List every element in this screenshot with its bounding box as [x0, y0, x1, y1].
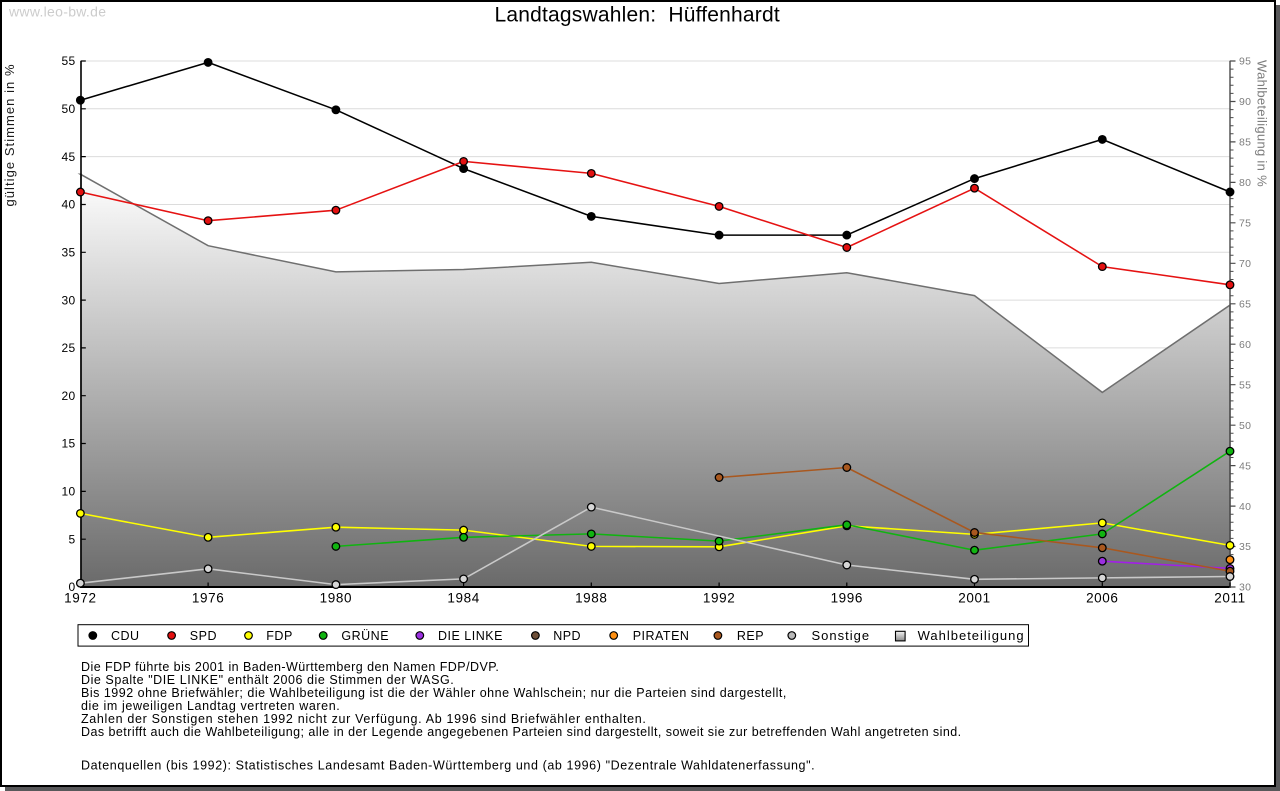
svg-text:SPD: SPD: [190, 629, 217, 643]
svg-text:75: 75: [1239, 218, 1251, 230]
svg-text:PIRATEN: PIRATEN: [633, 629, 690, 643]
svg-text:90: 90: [1239, 96, 1251, 108]
svg-text:2001: 2001: [958, 591, 990, 606]
svg-text:NPD: NPD: [553, 629, 581, 643]
svg-text:Wahlbeteiligung: Wahlbeteiligung: [918, 628, 1025, 643]
svg-text:CDU: CDU: [111, 629, 140, 643]
svg-text:5: 5: [69, 532, 76, 546]
svg-text:65: 65: [1239, 299, 1251, 311]
svg-text:1984: 1984: [447, 591, 479, 606]
svg-text:2006: 2006: [1086, 591, 1118, 606]
svg-text:80: 80: [1239, 177, 1251, 189]
svg-text:gültige Stimmen in %: gültige Stimmen in %: [2, 63, 17, 206]
svg-text:www.leo-bw.de: www.leo-bw.de: [8, 3, 106, 19]
svg-text:2011: 2011: [1214, 591, 1245, 606]
svg-text:30: 30: [1239, 582, 1251, 594]
svg-text:Datenquellen (bis 1992): Stati: Datenquellen (bis 1992): Statistisches L…: [81, 759, 815, 773]
svg-text:40: 40: [62, 198, 76, 212]
svg-text:1988: 1988: [575, 591, 607, 606]
svg-text:GRÜNE: GRÜNE: [341, 629, 389, 643]
svg-text:15: 15: [62, 437, 76, 451]
svg-text:25: 25: [62, 341, 76, 355]
svg-text:0: 0: [69, 580, 76, 594]
svg-text:95: 95: [1239, 56, 1251, 68]
svg-text:55: 55: [1239, 379, 1251, 391]
svg-text:Landtagswahlen: Hüffenhardt: Landtagswahlen: Hüffenhardt: [495, 3, 780, 26]
svg-text:1980: 1980: [320, 591, 352, 606]
svg-text:Wahlbeteiligung in %: Wahlbeteiligung in %: [1255, 60, 1270, 187]
svg-text:REP: REP: [737, 629, 764, 643]
svg-text:45: 45: [62, 150, 76, 164]
svg-text:Zahlen der Sonstigen stehen 19: Zahlen der Sonstigen stehen 1992 nicht z…: [81, 712, 647, 726]
svg-text:Das betrifft auch die Wahlbete: Das betrifft auch die Wahlbeteiligung; a…: [81, 725, 962, 739]
svg-text:1992: 1992: [703, 591, 735, 606]
svg-text:20: 20: [62, 389, 76, 403]
svg-text:FDP: FDP: [266, 629, 293, 643]
svg-text:50: 50: [1239, 420, 1251, 432]
svg-text:10: 10: [62, 485, 76, 499]
svg-text:40: 40: [1239, 501, 1251, 513]
svg-text:60: 60: [1239, 339, 1251, 351]
svg-text:1972: 1972: [64, 591, 96, 606]
svg-text:die im jeweiligen Landtag vert: die im jeweiligen Landtag vertreten ware…: [81, 699, 340, 713]
svg-text:35: 35: [62, 246, 76, 260]
svg-text:45: 45: [1239, 460, 1251, 472]
svg-text:Die FDP führte bis 2001 in Bad: Die FDP führte bis 2001 in Baden-Württem…: [81, 660, 499, 674]
svg-text:Bis 1992 ohne Briefwähler; die: Bis 1992 ohne Briefwähler; die Wahlbetei…: [81, 686, 787, 700]
svg-text:70: 70: [1239, 258, 1251, 270]
svg-text:Die Spalte "DIE LINKE" enthält: Die Spalte "DIE LINKE" enthält 2006 die …: [81, 673, 454, 687]
svg-text:DIE LINKE: DIE LINKE: [438, 629, 503, 643]
svg-text:1976: 1976: [192, 591, 224, 606]
svg-text:35: 35: [1239, 541, 1251, 553]
svg-text:50: 50: [62, 102, 76, 116]
svg-text:Sonstige: Sonstige: [812, 628, 871, 643]
svg-text:1996: 1996: [831, 591, 863, 606]
svg-text:55: 55: [62, 54, 76, 68]
svg-text:30: 30: [62, 293, 76, 307]
svg-text:85: 85: [1239, 137, 1251, 149]
